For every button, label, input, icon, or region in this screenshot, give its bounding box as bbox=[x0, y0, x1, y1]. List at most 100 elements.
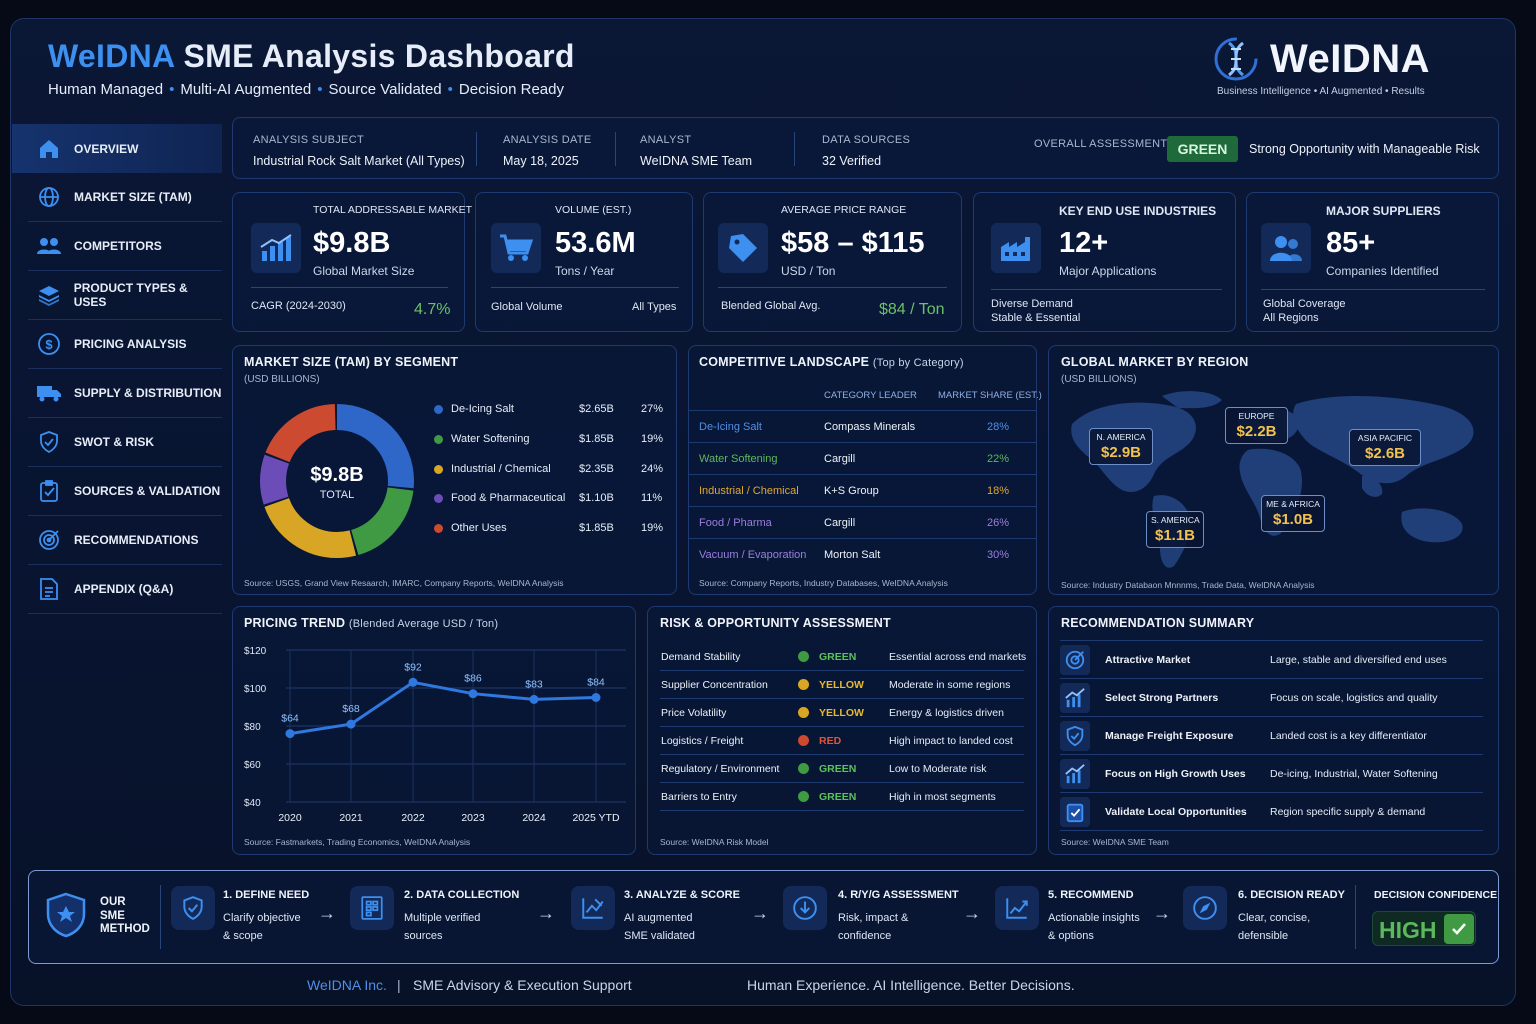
people-icon bbox=[1261, 223, 1311, 273]
dna-icon bbox=[1214, 37, 1258, 81]
recommendation-detail: Large, stable and diversified end uses bbox=[1270, 654, 1447, 666]
x-tick-label: 2023 bbox=[461, 812, 485, 824]
kpi-card-suppliers: MAJOR SUPPLIERS 85+ Companies Identified… bbox=[1246, 192, 1499, 332]
legend-label: Industrial / Chemical bbox=[451, 463, 551, 475]
arrow-right-icon: → bbox=[963, 903, 981, 923]
leader-cell: K+S Group bbox=[824, 485, 879, 497]
risk-factor: Demand Stability bbox=[661, 651, 741, 663]
method-step-desc-line: Clear, concise, bbox=[1238, 912, 1311, 924]
legend-item: De-Icing Salt bbox=[434, 403, 514, 415]
kpi-value: $58 – $115 bbox=[781, 227, 925, 259]
overall-assessment-label: OVERALL ASSESSMENT bbox=[1034, 138, 1168, 150]
leader-cell: Cargill bbox=[824, 517, 856, 529]
kpi-label: AVERAGE PRICE RANGE bbox=[781, 204, 907, 216]
share-cell: 26% bbox=[987, 517, 1010, 529]
kpi-footer-label: CAGR (2024-2030) bbox=[251, 300, 346, 312]
sidebar-item-overview[interactable]: OVERVIEW bbox=[12, 124, 222, 173]
share-cell: 18% bbox=[987, 485, 1010, 497]
analysis-date: ANALYSIS DATE May 18, 2025 bbox=[503, 134, 592, 168]
risk-note: Moderate in some regions bbox=[889, 679, 1011, 691]
sidebar-item-competitors[interactable]: COMPETITORS bbox=[28, 222, 222, 271]
pricing-line-chart: $120 $100 $80 $60 $40 2020 2021 2022 2023 2024 20… bbox=[244, 646, 626, 824]
legend-value: $2.35B bbox=[579, 463, 614, 475]
sidebar-item-sources[interactable]: SOURCES & VALIDATION bbox=[28, 467, 222, 516]
method-step-title: 1. DEFINE NEED bbox=[223, 889, 310, 901]
recommendation-title: Manage Freight Exposure bbox=[1105, 730, 1234, 742]
legend-dot bbox=[434, 464, 443, 474]
data-point bbox=[285, 729, 295, 739]
method-step-desc-line: Clarify objective bbox=[223, 912, 301, 924]
kpi-card-end-use: KEY END USE INDUSTRIES 12+ Major Applica… bbox=[973, 192, 1236, 332]
risk-factor: Price Volatility bbox=[661, 707, 727, 719]
tag-decision-ready: Decision Ready bbox=[458, 81, 564, 98]
donut-slice bbox=[260, 404, 414, 558]
cart-icon bbox=[491, 223, 541, 273]
risk-note: High impact to landed cost bbox=[889, 735, 1013, 747]
method-step-title: 2. DATA COLLECTION bbox=[404, 889, 520, 901]
share-cell: 22% bbox=[987, 453, 1010, 465]
table-row: Barriers to Entry GREEN High in most segme… bbox=[660, 783, 1024, 811]
document-icon bbox=[36, 576, 62, 602]
segment-title: MARKET SIZE (TAM) BY SEGMENT bbox=[244, 355, 459, 369]
competitive-title: COMPETITIVE LANDSCAPE (Top by Category) bbox=[699, 355, 964, 369]
legend-dot bbox=[434, 404, 443, 414]
method-step-title: 6. DECISION READY bbox=[1238, 889, 1345, 901]
sidebar-item-market-size[interactable]: MARKET SIZE (TAM) bbox=[28, 173, 222, 222]
share-cell: 28% bbox=[987, 421, 1010, 433]
kpi-subtitle: Tons / Year bbox=[555, 264, 615, 278]
risk-panel bbox=[647, 606, 1037, 855]
kpi-label: KEY END USE INDUSTRIES bbox=[1059, 204, 1217, 218]
sidebar-nav: OVERVIEW MARKET SIZE (TAM) COMPETITORS P… bbox=[12, 124, 222, 614]
data-point bbox=[346, 719, 356, 729]
method-step-desc: Clarify objective & scope bbox=[223, 909, 301, 945]
sidebar-item-supply[interactable]: SUPPLY & DISTRIBUTION bbox=[28, 369, 222, 418]
sidebar-item-appendix[interactable]: APPENDIX (Q&A) bbox=[28, 565, 222, 614]
risk-note: Energy & logistics driven bbox=[889, 707, 1004, 719]
recommendation-detail: Focus on scale, logistics and quality bbox=[1270, 692, 1438, 704]
region-label-me-africa: ME & AFRICA $1.0B bbox=[1261, 495, 1325, 532]
page-title: WeIDNA SME Analysis Dashboard bbox=[48, 38, 575, 75]
table-row: Price Volatility YELLOW Energy & logistics… bbox=[660, 699, 1024, 727]
sidebar-item-product-types[interactable]: PRODUCT TYPES & USES bbox=[28, 271, 222, 320]
legend-percent: 11% bbox=[641, 492, 663, 504]
kpi-footer-value: All Types bbox=[632, 301, 677, 313]
competitive-panel bbox=[688, 345, 1037, 595]
risk-rating: YELLOW bbox=[819, 679, 864, 691]
download-circle-icon bbox=[783, 886, 827, 930]
chart-tools-icon bbox=[571, 886, 615, 930]
table-row: Industrial / Chemical K+S Group 18% bbox=[689, 474, 1036, 506]
method-step-desc-line: & options bbox=[1048, 930, 1094, 942]
method-step-desc-line: AI augmented bbox=[624, 912, 693, 924]
sidebar-item-pricing[interactable]: $ PRICING ANALYSIS bbox=[28, 320, 222, 369]
segment-donut-chart: $9.8B TOTAL bbox=[260, 404, 414, 558]
tag-human-managed: Human Managed bbox=[48, 81, 164, 98]
col-header-leader: CATEGORY LEADER bbox=[824, 390, 917, 401]
legend-percent: 19% bbox=[641, 522, 664, 534]
recommendation-detail: Landed cost is a key differentiator bbox=[1270, 730, 1427, 742]
footer-service: SME Advisory & Execution Support bbox=[413, 977, 632, 993]
category-cell: Vacuum / Evaporation bbox=[699, 549, 807, 561]
sidebar-item-recommendations[interactable]: RECOMMENDATIONS bbox=[28, 516, 222, 565]
legend-item: Food & Pharmaceutical bbox=[434, 492, 565, 504]
header-tagline: Human Managed • Multi-AI Augmented • Source … bbox=[48, 81, 564, 98]
sidebar-item-swot[interactable]: SWOT & RISK bbox=[28, 418, 222, 467]
col-header-share: MARKET SHARE (EST.) bbox=[938, 390, 1042, 401]
tag-multi-ai: Multi-AI Augmented bbox=[180, 81, 312, 98]
y-tick-label: $40 bbox=[244, 798, 261, 809]
growth-chart-icon bbox=[1060, 759, 1090, 789]
dollar-icon: $ bbox=[36, 331, 62, 357]
donut-center-label: TOTAL bbox=[320, 489, 354, 501]
home-icon bbox=[36, 136, 62, 162]
table-row: De-Icing Salt Compass Minerals 28% bbox=[689, 410, 1036, 442]
kpi-subtitle: Companies Identified bbox=[1326, 264, 1439, 278]
checklist-icon bbox=[36, 478, 62, 504]
table-row: Food / Pharma Cargill 26% bbox=[689, 506, 1036, 538]
arrow-right-icon: → bbox=[1153, 903, 1171, 923]
recommendation-title: Focus on High Growth Uses bbox=[1105, 768, 1246, 780]
method-step-desc-line: sources bbox=[404, 930, 443, 942]
y-tick-label: $60 bbox=[244, 760, 261, 771]
sme-method-bar bbox=[28, 870, 1499, 964]
sidebar-item-label: SOURCES & VALIDATION bbox=[74, 484, 221, 498]
recommendation-row: Attractive Market Large, stable and diver… bbox=[1060, 641, 1483, 679]
decision-confidence-badge: HIGH bbox=[1372, 911, 1476, 946]
